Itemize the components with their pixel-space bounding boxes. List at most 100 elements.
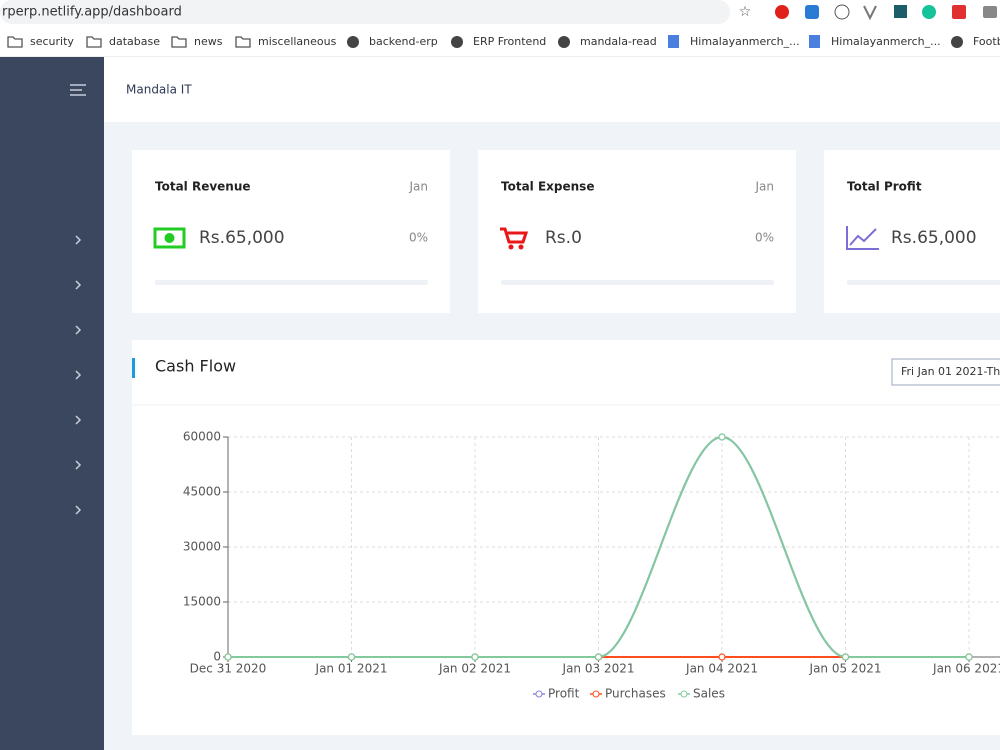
data-point	[841, 653, 850, 661]
bookmark[interactable]: security	[7, 35, 74, 48]
stat-card	[132, 150, 450, 313]
date-range-picker[interactable]	[891, 358, 1000, 386]
x-tick-label: Jan 04 2021	[685, 662, 758, 676]
bookmark-label: database	[109, 35, 160, 48]
bookmark-label: Himalayanmerch_...	[831, 35, 941, 48]
progress-track	[501, 280, 774, 285]
chevron[interactable]	[75, 325, 82, 335]
chevron[interactable]	[75, 460, 82, 470]
x-tick-label: Dec 31 2020	[190, 662, 267, 676]
card-period: Jan	[755, 180, 775, 194]
url-field[interactable]	[0, 0, 730, 24]
cart-wheel	[508, 244, 514, 250]
data-point	[965, 653, 973, 661]
legend-swatch	[535, 690, 543, 698]
card-title: Total Profit	[847, 180, 922, 194]
cash-flow-title: Cash Flow	[155, 357, 236, 376]
legend-swatch	[592, 690, 600, 698]
bookmark-label: news	[194, 35, 223, 48]
card-title: Total Revenue	[155, 180, 251, 194]
folder-icon	[235, 36, 251, 48]
card-period: Jan	[409, 180, 429, 194]
chevron[interactable]	[75, 280, 82, 290]
chart-icon	[846, 226, 879, 250]
x-tick-label: Jan 06 2021	[932, 662, 1000, 676]
legend-label: Sales	[693, 687, 725, 701]
chevron[interactable]	[75, 505, 82, 515]
legend-swatch	[680, 690, 688, 698]
data-point	[718, 653, 726, 661]
folder-icon	[171, 36, 187, 48]
chevron[interactable]	[75, 370, 82, 380]
card-change: 0%	[409, 231, 428, 245]
cart-icon	[500, 227, 529, 244]
card-change: 0%	[755, 231, 774, 245]
data-point	[347, 653, 356, 661]
globe-icon	[347, 36, 359, 48]
card-title: Total Expense	[501, 180, 594, 194]
progress-track	[155, 280, 428, 285]
revenue-icon	[153, 227, 186, 249]
globe-icon	[558, 36, 570, 48]
progress-track	[847, 280, 1000, 285]
stat-card	[824, 150, 1000, 313]
legend-label: Profit	[548, 687, 580, 701]
revenue-icon-coin	[164, 233, 175, 243]
bookmark-label: miscellaneous	[258, 35, 337, 48]
x-tick-label: Jan 01 2021	[315, 662, 388, 676]
bookmarks-bar	[0, 25, 1000, 57]
doc-icon	[809, 35, 820, 48]
bookmark[interactable]: Himalayanmerch_...	[668, 35, 800, 48]
y-tick-label: 30000	[183, 540, 221, 554]
menu-icon[interactable]	[70, 84, 86, 96]
legend-item[interactable]: Sales	[678, 687, 725, 701]
bookmark-label: security	[30, 35, 74, 48]
chevron[interactable]	[75, 235, 82, 245]
cash-flow-card	[132, 340, 1000, 735]
bookmark[interactable]: Himalayanmerch_...	[809, 35, 941, 48]
series-line	[228, 435, 969, 659]
bookmark-label: backend-erp	[369, 35, 438, 48]
data-point	[471, 653, 479, 661]
y-tick-label: 0	[213, 650, 221, 664]
cart-wheel	[518, 244, 524, 250]
y-tick-label: 45000	[183, 485, 221, 499]
bookmark-label: mandala-read	[580, 35, 657, 48]
card-value: Rs.0	[545, 228, 582, 248]
legend-item[interactable]: Profit	[533, 687, 580, 701]
legend-item[interactable]: Purchases	[590, 687, 666, 701]
bookmark[interactable]: backend-erp	[347, 35, 438, 48]
doc-icon	[668, 35, 679, 48]
x-tick-label: Jan 03 2021	[562, 662, 635, 676]
stat-card	[478, 150, 796, 313]
extension-icons	[775, 4, 997, 21]
bookmark-label: Himalayanmerch_...	[690, 35, 800, 48]
bookmark[interactable]: ERP Frontend	[451, 35, 546, 48]
bookmark-label: Footb	[973, 35, 1000, 48]
y-tick-label: 15000	[183, 595, 221, 609]
folder-icon	[86, 36, 102, 48]
data-point	[594, 653, 603, 661]
bookmark[interactable]: mandala-read	[558, 35, 657, 48]
bookmark-label: ERP Frontend	[473, 35, 546, 48]
bookmark[interactable]: miscellaneous	[235, 35, 337, 48]
chevron[interactable]	[75, 415, 82, 425]
globe-icon	[451, 36, 463, 48]
bookmark[interactable]: database	[86, 35, 160, 48]
x-tick-label: Jan 05 2021	[809, 662, 882, 676]
star-icon[interactable]: ☆	[739, 4, 752, 20]
title-accent	[132, 358, 135, 378]
y-tick-label: 60000	[183, 430, 221, 444]
date-range: Fri Jan 01 2021-Th	[901, 365, 1000, 378]
legend-label: Purchases	[605, 687, 666, 701]
app-title: Mandala IT	[126, 83, 192, 97]
sidebar	[0, 57, 104, 750]
card-value: Rs.65,000	[199, 228, 285, 248]
app-header	[104, 57, 1000, 122]
bookmark[interactable]: Footb	[951, 35, 1000, 48]
data-point	[224, 653, 232, 661]
x-tick-label: Jan 02 2021	[438, 662, 511, 676]
data-point	[718, 433, 726, 441]
bookmark[interactable]: news	[171, 35, 223, 48]
